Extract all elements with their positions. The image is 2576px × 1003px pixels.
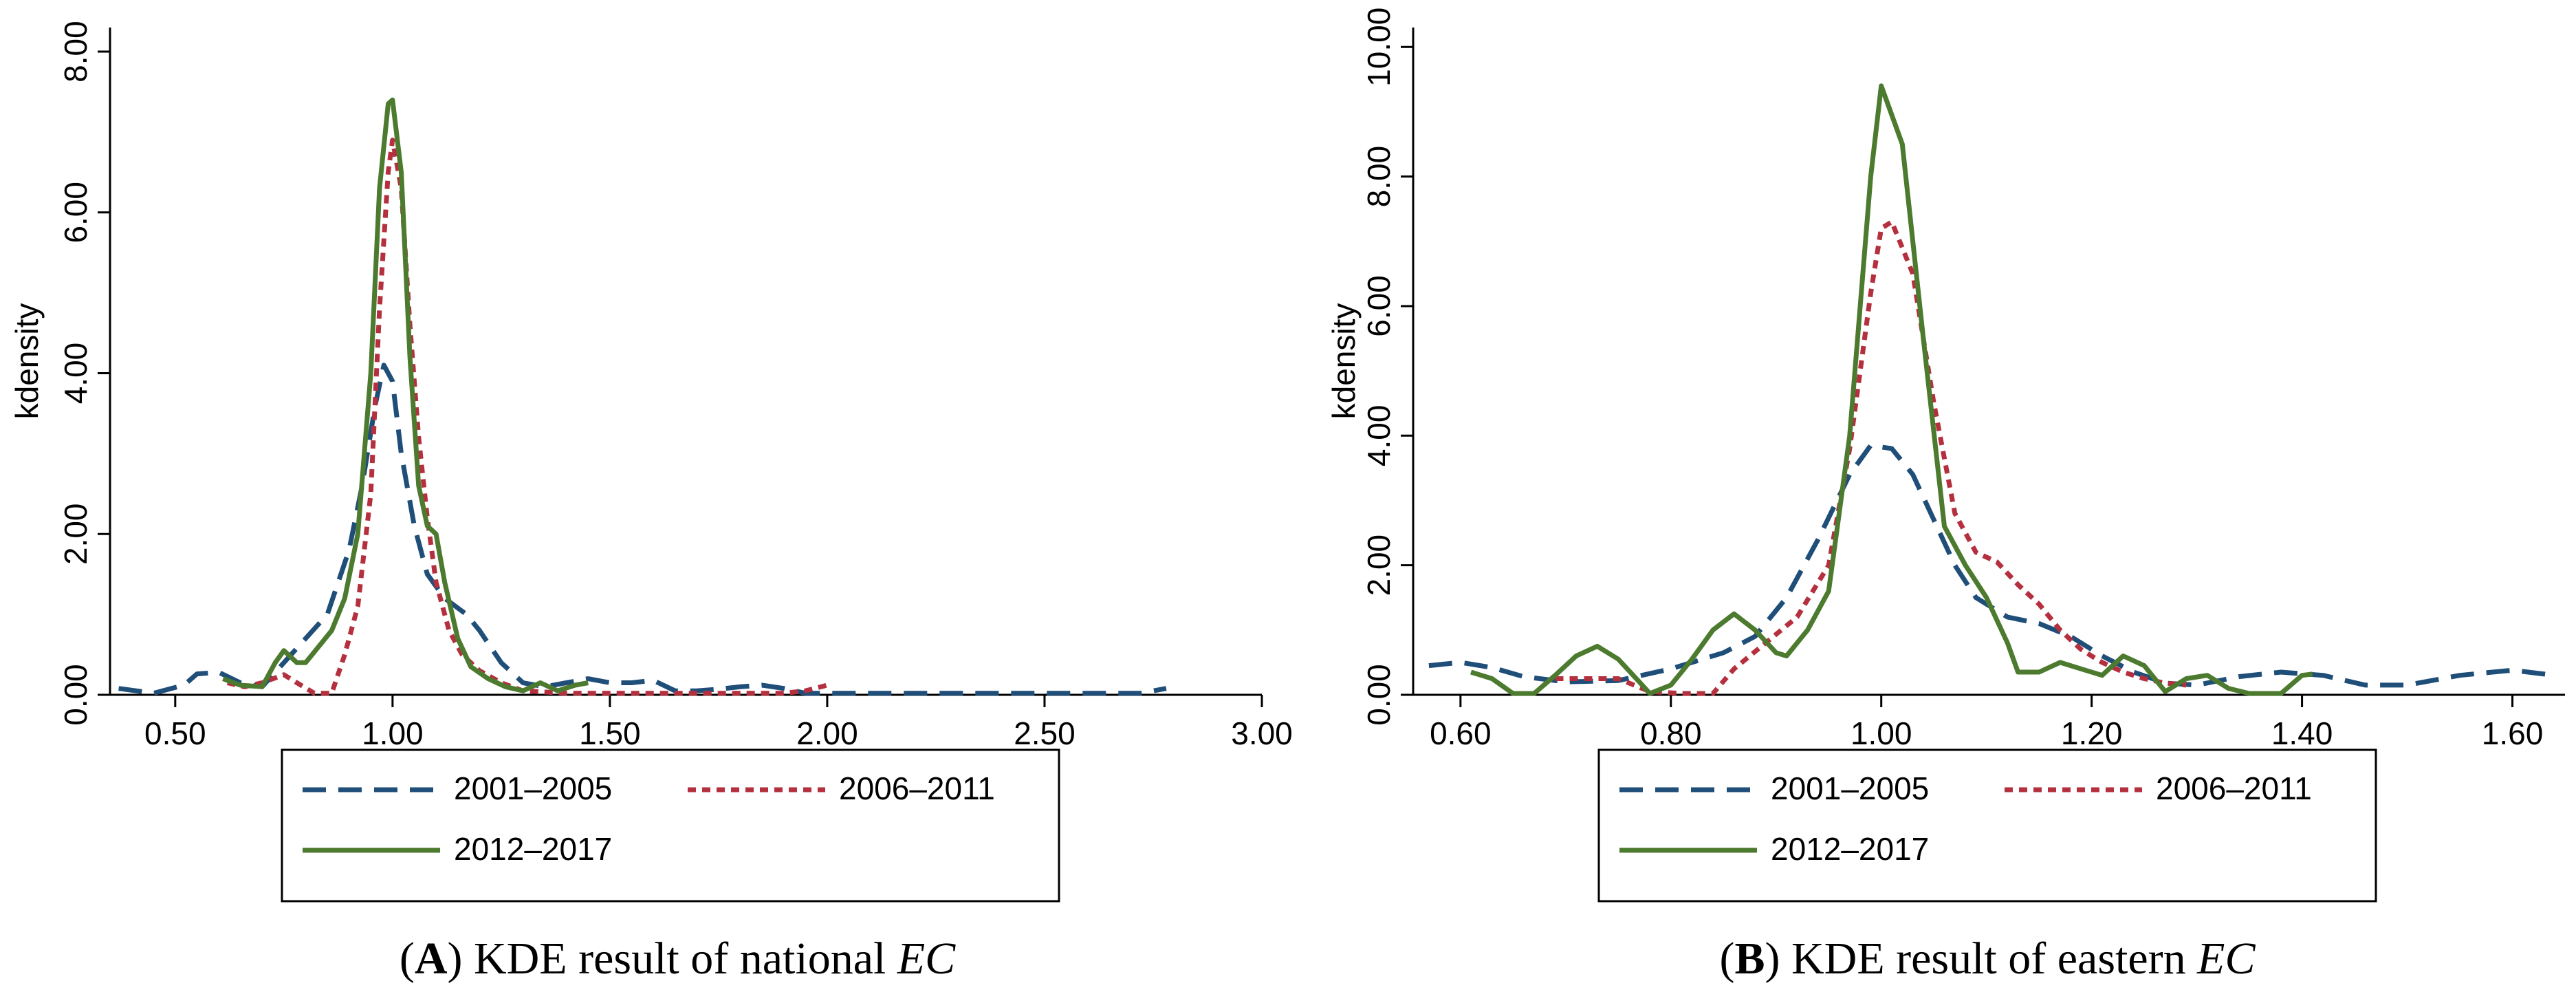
panel-b-eastern-kde: 0.60 0.80 1.00 1.20 1.40 1.60 0.00 2.00 4.00 6.00… [1326,8,2565,984]
series-line-dashed [118,363,1167,696]
panel-a-national-kde: 0.50 1.00 1.50 2.00 2.50 3.00 0.00 2.00 4.00 6.00… [9,21,1293,984]
legend-box [1597,748,2377,903]
caption-open: ( [1720,934,1735,984]
caption-text: KDE result of eastern [1780,934,2198,984]
y-tick-label: 6.00 [58,182,94,244]
panel-caption: (B) KDE result of eastern EC [1720,934,2256,984]
x-tick-label: 1.00 [362,715,424,751]
legend-label: 2001–2005 [1771,770,1929,806]
series-line-dotted [226,138,828,696]
x-tick-label: 2.50 [1014,715,1076,751]
panel-caption: (A) KDE result of national EC [400,934,956,984]
y-tick-label: 8.00 [58,21,94,83]
y-tick-label: 0.00 [1361,664,1397,726]
caption-letter: A [415,934,448,984]
x-tick-label: 2.00 [796,715,858,751]
x-tick-label: 1.50 [579,715,641,751]
y-tick-label: 4.00 [58,343,94,405]
y-tick-label: 0.00 [58,664,94,726]
series-line-solid [222,97,589,693]
y-tick-label: 2.00 [58,503,94,565]
caption-letter: B [1734,934,1765,984]
x-tick-label: 0.60 [1430,715,1492,751]
y-tick-label: 2.00 [1361,535,1397,596]
y-axis-title: kdensity [1326,303,1362,420]
y-tick-label: 4.00 [1361,405,1397,467]
caption-close: ) [447,934,462,984]
x-tick-label: 1.00 [1851,715,1912,751]
legend-box [281,748,1060,903]
legend-label: 2012–2017 [454,831,612,867]
x-tick-label: 0.50 [144,715,206,751]
caption-open: ( [400,934,415,984]
x-tick-label: 1.60 [2482,715,2544,751]
series-line-solid [1470,83,2313,696]
y-tick-label: 8.00 [1361,146,1397,208]
x-tick-label: 1.40 [2271,715,2333,751]
series-line-dotted [1555,219,2187,696]
legend-label: 2001–2005 [454,770,612,806]
caption-italic: EC [897,934,956,984]
y-axis-title: kdensity [9,303,45,420]
caption-italic: EC [2196,934,2256,984]
x-tick-label: 1.20 [2061,715,2123,751]
y-tick-label: 10.00 [1361,8,1397,87]
y-tick-label: 6.00 [1361,275,1397,337]
caption-close: ) [1765,934,1780,984]
caption-text: KDE result of national [462,934,897,984]
x-tick-label: 0.80 [1640,715,1702,751]
legend-label: 2006–2011 [839,770,995,806]
legend-label: 2006–2011 [2156,770,2312,806]
x-tick-label: 3.00 [1231,715,1293,751]
legend-label: 2012–2017 [1771,831,1929,867]
